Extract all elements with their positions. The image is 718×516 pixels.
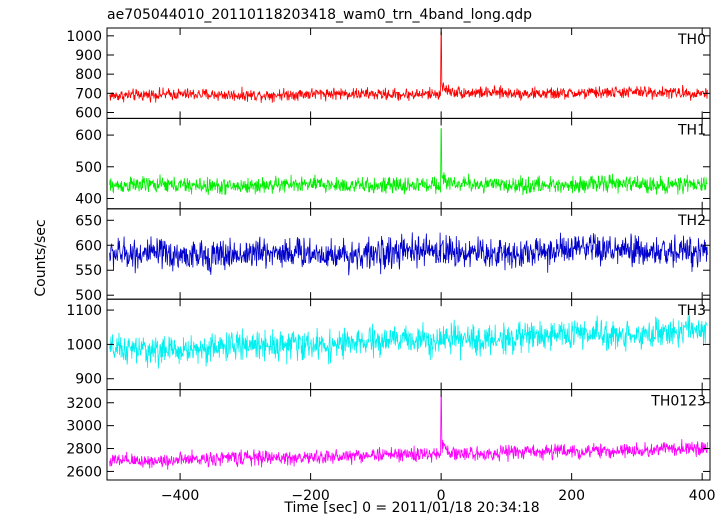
- panel-th0123: TH0123 2600 2800 3000 3200: [66, 389, 711, 481]
- x-tick-label: 200: [558, 488, 585, 504]
- y-axis-label: Counts/sec: [33, 219, 49, 296]
- y-tick-label: 500: [75, 288, 102, 304]
- panel-label: TH1: [677, 122, 706, 138]
- y-tick-label: 600: [75, 105, 102, 121]
- series-line-th3: [109, 314, 708, 369]
- series-line-th0123: [109, 395, 708, 470]
- panel-label: TH0123: [650, 394, 706, 410]
- y-tick-label: 600: [75, 128, 102, 144]
- panel-frame: [106, 389, 711, 481]
- y-tick-label: 900: [75, 372, 102, 388]
- y-tick-label: 3200: [66, 396, 102, 412]
- panel-th0: TH0 600 700 800 900 1000: [66, 27, 711, 121]
- y-tick-label: 800: [75, 67, 102, 83]
- panel-label: TH0: [677, 32, 706, 48]
- y-tick-label: 600: [75, 238, 102, 254]
- y-tick-label: 2800: [66, 442, 102, 458]
- y-tick-label: 400: [75, 191, 102, 207]
- y-tick-label: 900: [75, 48, 102, 64]
- panel-th2: TH2 500 550 600 650: [75, 208, 711, 304]
- y-tick-label: 500: [75, 160, 102, 176]
- panel-th3: TH3 900 1000 1100: [66, 298, 711, 391]
- y-tick-label: 1100: [66, 303, 102, 319]
- panels: TH0 600 700 800 900 1000 TH1 400 500 600 TH2 500 550…: [66, 27, 716, 504]
- series-line-th1: [109, 128, 708, 196]
- y-tick-label: 700: [75, 86, 102, 102]
- panel-label: TH2: [677, 213, 706, 229]
- x-tick-label: −200: [291, 488, 329, 504]
- x-tick-label: 400: [689, 488, 716, 504]
- y-tick-label: 1000: [66, 29, 102, 45]
- series-line-th0: [109, 31, 708, 103]
- panel-th1: TH1 400 500 600: [75, 117, 711, 210]
- y-tick-label: 550: [75, 263, 102, 279]
- y-tick-label: 1000: [66, 337, 102, 353]
- x-tick-label: 0: [437, 488, 446, 504]
- x-tick-label: −400: [161, 488, 199, 504]
- panel-frame: [106, 27, 711, 119]
- series-line-th2: [109, 232, 708, 276]
- panel-label: TH3: [677, 303, 706, 319]
- panel-frame: [106, 117, 711, 210]
- chart-title: ae705044010_20110118203418_wam0_trn_4ban…: [107, 7, 532, 23]
- y-tick-label: 2600: [66, 464, 102, 480]
- y-tick-label: 3000: [66, 419, 102, 435]
- y-tick-label: 650: [75, 213, 102, 229]
- x-axis-label: Time [sec] 0 = 2011/01/18 20:34:18: [283, 500, 539, 516]
